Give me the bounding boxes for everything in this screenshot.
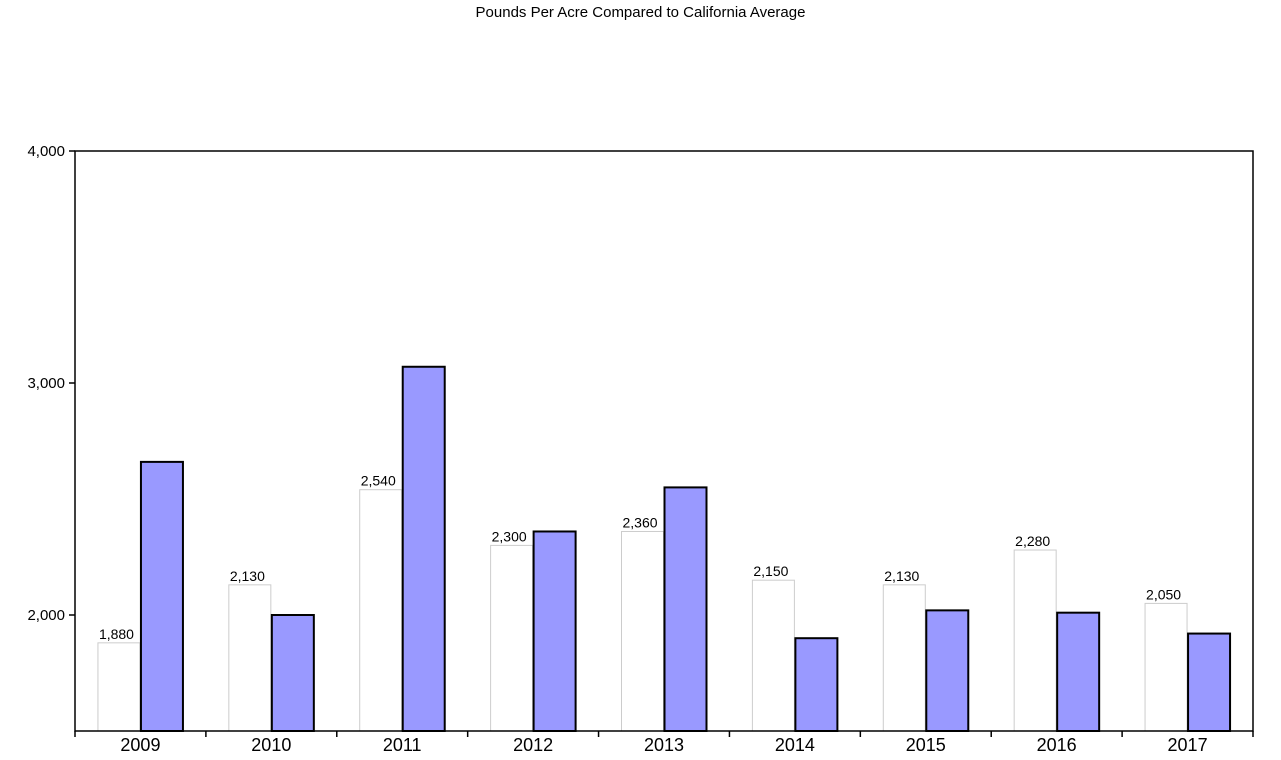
data-label: 2,130 [884,568,919,584]
x-tick-label: 2010 [251,735,291,755]
x-tick-label: 2014 [775,735,815,755]
bar-series-1 [359,489,403,732]
bar-series-1 [882,584,926,732]
y-tick-label: 2,000 [27,607,65,624]
bar-series-2 [139,460,184,732]
data-label: 2,150 [753,563,788,579]
data-labels-layer: 1,880 2,130 2,540 2,300 2,360 2,150 2,130 2,280… [99,473,1181,642]
bar-series-1 [1144,602,1188,732]
x-tick-label: 2013 [644,735,684,755]
bars-layer [97,365,1232,733]
bar-series-2 [401,365,446,732]
x-tick-label: 2017 [1168,735,1208,755]
data-label: 2,130 [230,568,265,584]
y-tick-label: 3,000 [27,375,65,392]
y-tick-label: 4,000 [27,143,65,160]
x-tick-label: 2015 [906,735,946,755]
bar-series-2 [663,486,708,732]
data-label: 2,300 [492,528,527,544]
data-label: 2,540 [361,473,396,489]
bar-series-1 [97,642,141,732]
x-tick-label: 2016 [1037,735,1077,755]
bar-series-1 [490,544,534,732]
x-tick-label: 2011 [383,735,422,755]
data-label: 1,880 [99,626,134,642]
x-tick-label: 2009 [120,735,160,755]
bar-series-1 [621,530,664,732]
data-label: 2,050 [1146,586,1181,602]
axes-layer: 2,000 3,000 4,000 2009 2010 2011 2012 2013 2014 2… [27,143,1254,755]
bar-series-2 [270,614,315,732]
x-tick-label: 2012 [513,735,553,755]
bar-series-1 [228,584,272,732]
chart-title: Pounds Per Acre Compared to California A… [475,4,806,21]
plot-frame [74,150,1254,732]
bar-series-2 [925,609,970,732]
bar-series-2 [794,637,839,733]
bar-series-2 [532,530,577,732]
bar-series-1 [1013,549,1057,732]
bar-series-1 [751,579,795,732]
bar-series-2 [1056,611,1101,732]
data-label: 2,360 [623,514,658,530]
bar-series-2 [1187,632,1232,732]
data-label: 2,280 [1015,533,1050,549]
